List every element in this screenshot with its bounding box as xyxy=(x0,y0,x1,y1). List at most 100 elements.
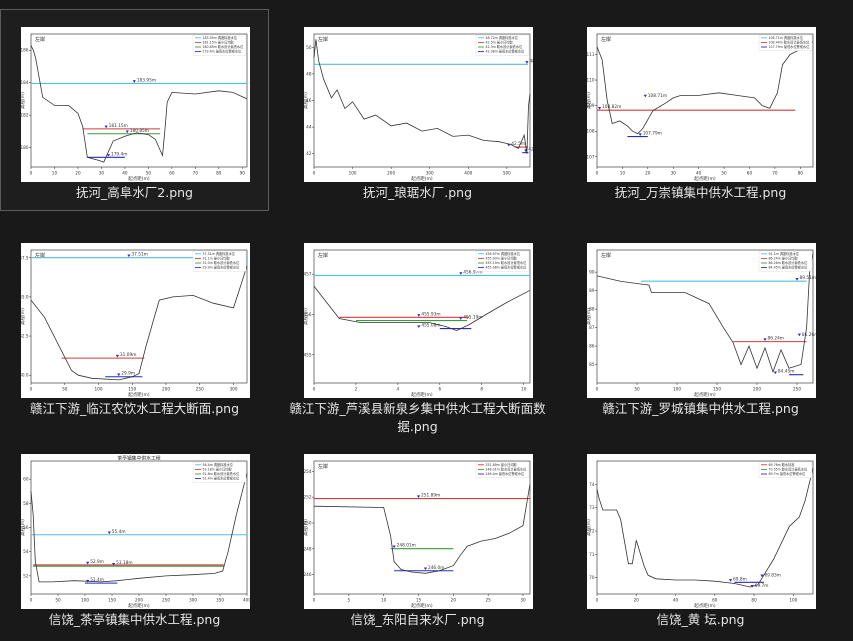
legend-entry: 248.01m 取水设计最低水位 xyxy=(486,466,528,471)
y-tick-label: 89 xyxy=(589,288,595,293)
water-level-label: 31.09m xyxy=(120,352,136,358)
water-level-marker-icon xyxy=(795,278,799,281)
y-tick-label: 182 xyxy=(21,113,29,118)
y-tick-label: 180 xyxy=(21,145,29,150)
file-tile[interactable]: 0 10 20 30 40 50 60 70 80 111 110 109 108 107 起点距(m) 高程… xyxy=(566,9,835,211)
legend-box xyxy=(758,461,813,478)
file-thumbnail[interactable]: 0 2 4 6 8 10 457 456 455 起点距(m) 高程(m) 左岸 456.97m 455.… xyxy=(304,243,533,398)
file-name-label[interactable]: 抚河_高阜水厂2.png xyxy=(76,185,193,200)
water-level-marker-icon xyxy=(643,94,647,98)
x-tick-label: 400 xyxy=(464,171,472,176)
file-name-label[interactable]: 信饶_黄 坛.png xyxy=(656,612,745,627)
y-tick-label: 109 xyxy=(587,103,595,108)
file-name-label[interactable]: 信饶_茶亭镇集中供水工程.png xyxy=(48,612,221,627)
legend-entry: 48.72m 调度标准水位 xyxy=(486,35,519,40)
file-thumbnail[interactable]: 0 50 100 150 200 250 300 37.5 35.0 32.5 30.0 起点距(m)… xyxy=(21,243,250,398)
x-tick-label: 150 xyxy=(128,387,136,392)
y-axis-label: 高程(m) xyxy=(587,92,592,109)
water-level-marker-icon xyxy=(117,373,121,377)
water-level-marker-icon xyxy=(423,567,428,571)
x-tick-label: 2 xyxy=(355,387,358,392)
file-thumbnail[interactable]: 0 10 20 30 40 50 60 70 80 90 186 184 182 180 起点距(m) 高程(… xyxy=(21,27,250,182)
file-thumbnail[interactable]: 0 10 20 30 40 50 60 70 80 111 110 109 108 107 起点距(m) 高程… xyxy=(587,27,816,182)
y-tick-label: 246 xyxy=(304,572,312,577)
file-tile[interactable]: 0 50 100 150 200 250 300 350 400 60 58 56 54 52 起点距(m)… xyxy=(0,436,269,638)
water-level-marker-icon xyxy=(106,154,111,157)
file-tile[interactable]: 0 5 10 15 20 25 30 254 252 250 248 246 起点距(m) 高程(m) 左岸… xyxy=(283,436,552,638)
file-name-label[interactable]: 赣江下游_芦溪县新泉乡集中供水工程大断面数据.png xyxy=(289,401,546,434)
cross-section-chart: 0 5 10 15 20 25 30 254 252 250 248 246 起点距(m) 高程(m) 左岸… xyxy=(304,460,531,609)
legend-box xyxy=(192,34,247,56)
legend-entry: 179.4m 最低水位警戒水位 xyxy=(203,49,243,54)
x-tick-label: 40 xyxy=(673,598,679,603)
legend-box xyxy=(758,34,813,51)
legend-entry: 84.45m 最低水位警戒水位 xyxy=(769,265,809,270)
water-level-marker-icon xyxy=(459,272,463,275)
y-tick-label: 88 xyxy=(589,307,595,312)
riverbed-profile-line xyxy=(313,484,531,574)
x-tick-label: 30 xyxy=(99,171,105,176)
water-level-marker-icon xyxy=(392,545,396,549)
water-level-label: 455.19m xyxy=(463,315,482,321)
x-tick-label: 20 xyxy=(75,171,81,176)
file-tile[interactable]: 0 100 200 300 400 500 50 48 46 44 42 起点距(m) 高程(m) 左岸 4… xyxy=(283,9,552,211)
y-tick-label: 108 xyxy=(587,129,595,134)
file-thumbnail[interactable]: 0 100 200 300 400 500 50 48 46 44 42 起点距(m) 高程(m) 左岸 4… xyxy=(304,27,533,182)
file-thumbnail[interactable]: 0 5 10 15 20 25 30 254 252 250 248 246 起点距(m) 高程(m) 左岸… xyxy=(304,454,533,609)
x-tick-label: 30 xyxy=(520,598,526,603)
legend-entry: 51.4m 最低水位警戒水位 xyxy=(203,476,241,481)
x-tick-label: 0 xyxy=(30,171,33,176)
y-axis-label: 高程(m) xyxy=(21,519,26,536)
file-name-label[interactable]: 抚河_万崇镇集中供水工程.png xyxy=(614,185,787,200)
x-tick-label: 80 xyxy=(751,598,757,603)
x-tick-label: 80 xyxy=(216,171,222,176)
cross-section-chart: 0 10 20 30 40 50 60 70 80 111 110 109 108 107 起点距(m) 高程… xyxy=(587,33,814,182)
file-name-label[interactable]: 抚河_琅琚水厂.png xyxy=(362,185,472,200)
x-tick-label: 10 xyxy=(381,598,387,603)
legend-entry: 42.5m 最小日均取 xyxy=(486,39,514,44)
legend-entry: 91.1m 调度标准水位 xyxy=(769,251,800,256)
y-axis-label: 高程(m) xyxy=(587,519,592,536)
x-tick-label: 150 xyxy=(713,387,721,392)
x-tick-label: 0 xyxy=(596,387,599,392)
water-level-label: 179.4m xyxy=(111,151,128,157)
file-thumbnail[interactable]: 0 50 100 150 200 250 90 89 88 87 86 85 起点距(m) 高程(m) 左岸… xyxy=(587,243,816,398)
water-level-marker-icon xyxy=(597,107,602,110)
file-tile[interactable]: 0 50 100 150 200 250 90 89 88 87 86 85 起点距(m) 高程(m) 左岸… xyxy=(566,225,835,427)
file-tile[interactable]: 0204060801007473727170起点距(m)高程(m)右岸69.8m… xyxy=(566,436,835,638)
y-tick-label: 250 xyxy=(304,520,312,525)
x-tick-label: 0 xyxy=(596,171,599,176)
file-tile[interactable]: 0 50 100 150 200 250 300 37.5 35.0 32.5 30.0 起点距(m)… xyxy=(0,225,269,427)
x-tick-label: 100 xyxy=(673,387,681,392)
legend-entry: 86.24m 最小日均取 xyxy=(769,255,799,260)
plot-frame xyxy=(30,33,248,168)
legend-entry: 42.08m 最低水位警戒水位 xyxy=(486,49,526,54)
file-thumbnail[interactable]: 0204060801007473727170起点距(m)高程(m)右岸69.8m… xyxy=(587,454,816,609)
y-tick-label: 74 xyxy=(589,482,595,487)
plot-frame xyxy=(596,460,814,595)
legend-entry: 56.4m 调度标准水位 xyxy=(203,462,234,467)
x-tick-label: 200 xyxy=(387,171,395,176)
x-tick-label: 50 xyxy=(721,171,727,176)
water-level-marker-icon xyxy=(760,574,764,578)
y-tick-label: 32.5 xyxy=(21,334,29,339)
y-tick-label: 456 xyxy=(304,312,312,317)
x-tick-label: 50 xyxy=(62,387,68,392)
file-thumbnail[interactable]: 0 50 100 150 200 250 300 350 400 60 58 56 54 52 起点距(m)… xyxy=(21,454,250,609)
plot-frame xyxy=(313,249,531,384)
legend-entry: 53.18m 最小日均取 xyxy=(203,466,233,471)
water-level-label: 86.24m xyxy=(768,336,785,342)
x-tick-label: 100 xyxy=(349,171,357,176)
file-name-label[interactable]: 信饶_东阳自来水厂.png xyxy=(350,612,485,627)
file-name-label[interactable]: 赣江下游_临江农饮水工程大断面.png xyxy=(29,401,239,416)
file-tile[interactable]: 0 2 4 6 8 10 457 456 455 起点距(m) 高程(m) 左岸 456.97m 455.… xyxy=(283,225,552,434)
bank-label-left: 左岸 xyxy=(318,36,328,43)
water-level-marker-icon xyxy=(127,254,131,258)
annotation-label: 69.83m xyxy=(764,573,781,579)
y-tick-label: 30.0 xyxy=(21,373,29,378)
legend-entry: 69.7m 最低水位警戒水位 xyxy=(769,471,807,476)
file-name-label[interactable]: 赣江下游_罗城镇集中供水工程.png xyxy=(602,401,799,416)
file-tile[interactable]: 0 10 20 30 40 50 60 70 80 90 186 184 182 180 起点距(m) 高程(… xyxy=(0,9,269,211)
x-tick-label: 200 xyxy=(162,387,170,392)
y-tick-label: 90 xyxy=(589,270,595,275)
